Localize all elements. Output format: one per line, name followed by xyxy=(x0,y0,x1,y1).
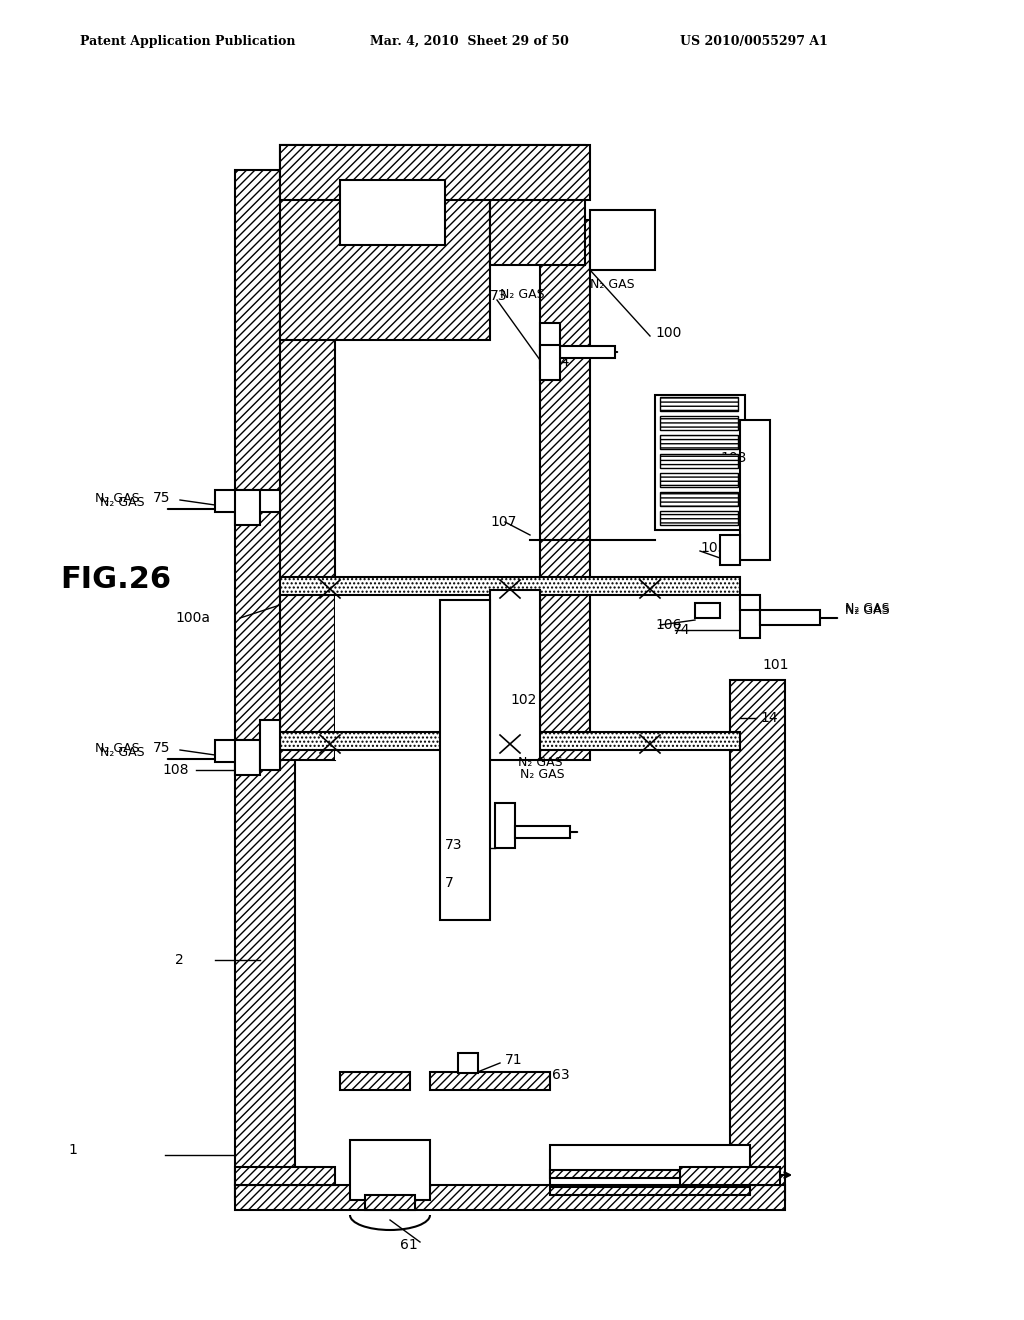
Bar xyxy=(280,145,590,201)
Bar xyxy=(550,1187,750,1195)
Bar xyxy=(720,535,740,565)
Text: 7: 7 xyxy=(445,876,454,890)
Text: 14: 14 xyxy=(760,711,777,725)
Bar xyxy=(550,1170,750,1177)
Text: N₂ GAS: N₂ GAS xyxy=(100,747,144,759)
Text: 100: 100 xyxy=(655,326,681,341)
Bar xyxy=(215,741,280,762)
Bar xyxy=(660,416,738,430)
Text: N₂ GAS: N₂ GAS xyxy=(520,768,564,781)
Bar xyxy=(590,210,655,271)
Text: N₂ GAS: N₂ GAS xyxy=(100,496,144,510)
Bar xyxy=(260,719,280,770)
Text: 75: 75 xyxy=(153,741,171,755)
Text: Patent Application Publication: Patent Application Publication xyxy=(80,36,296,48)
Bar xyxy=(280,145,490,341)
Text: FIG.26: FIG.26 xyxy=(60,565,171,594)
Bar xyxy=(540,220,590,760)
Text: 105: 105 xyxy=(700,541,726,554)
Bar xyxy=(655,395,745,531)
Bar xyxy=(340,1072,410,1090)
Text: 104: 104 xyxy=(543,355,569,370)
Bar xyxy=(515,826,570,838)
Bar xyxy=(560,346,615,358)
Bar xyxy=(430,1072,550,1090)
Bar xyxy=(660,511,738,525)
Text: 108: 108 xyxy=(162,763,188,777)
Text: 2: 2 xyxy=(175,953,183,968)
Text: N₂ GAS: N₂ GAS xyxy=(590,279,635,292)
Bar xyxy=(740,420,770,560)
Bar xyxy=(280,733,740,750)
Bar xyxy=(340,180,445,246)
Bar xyxy=(350,1140,430,1200)
Text: 101: 101 xyxy=(762,657,788,672)
Bar xyxy=(234,490,260,525)
Bar xyxy=(740,598,760,638)
Text: N₂ GAS: N₂ GAS xyxy=(95,491,139,504)
Bar xyxy=(490,145,585,265)
Bar xyxy=(495,803,515,847)
Bar xyxy=(660,473,738,487)
Bar xyxy=(660,436,738,449)
Text: 100a: 100a xyxy=(175,611,210,624)
Text: N₂ GAS: N₂ GAS xyxy=(500,289,545,301)
Bar xyxy=(660,492,738,506)
Bar xyxy=(760,610,820,624)
Text: N₂ GAS: N₂ GAS xyxy=(845,603,890,616)
Text: 107: 107 xyxy=(490,515,516,529)
Text: 106: 106 xyxy=(655,618,682,632)
Bar xyxy=(365,1195,415,1210)
Text: N₂ GAS: N₂ GAS xyxy=(845,602,890,615)
Bar xyxy=(234,1167,335,1185)
Bar xyxy=(234,170,295,1200)
Bar xyxy=(740,595,760,610)
Bar xyxy=(335,595,540,760)
Text: 102: 102 xyxy=(510,693,537,708)
Bar xyxy=(280,577,740,595)
Text: 103: 103 xyxy=(720,451,746,465)
Text: US 2010/0055297 A1: US 2010/0055297 A1 xyxy=(680,36,827,48)
Bar xyxy=(695,603,720,618)
Bar xyxy=(234,1185,785,1210)
Text: 1: 1 xyxy=(68,1143,77,1158)
Bar xyxy=(540,345,560,380)
Bar xyxy=(730,680,785,1200)
Bar xyxy=(660,397,738,411)
Text: 73: 73 xyxy=(445,838,463,851)
Bar xyxy=(458,1053,478,1073)
Bar xyxy=(660,454,738,469)
Text: 61: 61 xyxy=(400,1238,418,1251)
Bar xyxy=(540,323,560,368)
Text: N₂ GAS: N₂ GAS xyxy=(95,742,139,755)
Text: 75: 75 xyxy=(153,491,171,506)
Bar xyxy=(550,1144,750,1185)
Bar xyxy=(490,590,540,760)
Text: 73: 73 xyxy=(490,289,508,304)
Text: 71: 71 xyxy=(505,1053,522,1067)
Text: Mar. 4, 2010  Sheet 29 of 50: Mar. 4, 2010 Sheet 29 of 50 xyxy=(370,36,569,48)
Bar xyxy=(680,1167,780,1185)
Text: 74: 74 xyxy=(673,623,690,638)
Bar xyxy=(280,220,335,760)
Bar xyxy=(234,741,260,775)
Bar xyxy=(440,601,490,920)
Text: 63: 63 xyxy=(552,1068,569,1082)
Bar xyxy=(215,490,280,512)
Text: N₂ GAS: N₂ GAS xyxy=(518,755,562,768)
